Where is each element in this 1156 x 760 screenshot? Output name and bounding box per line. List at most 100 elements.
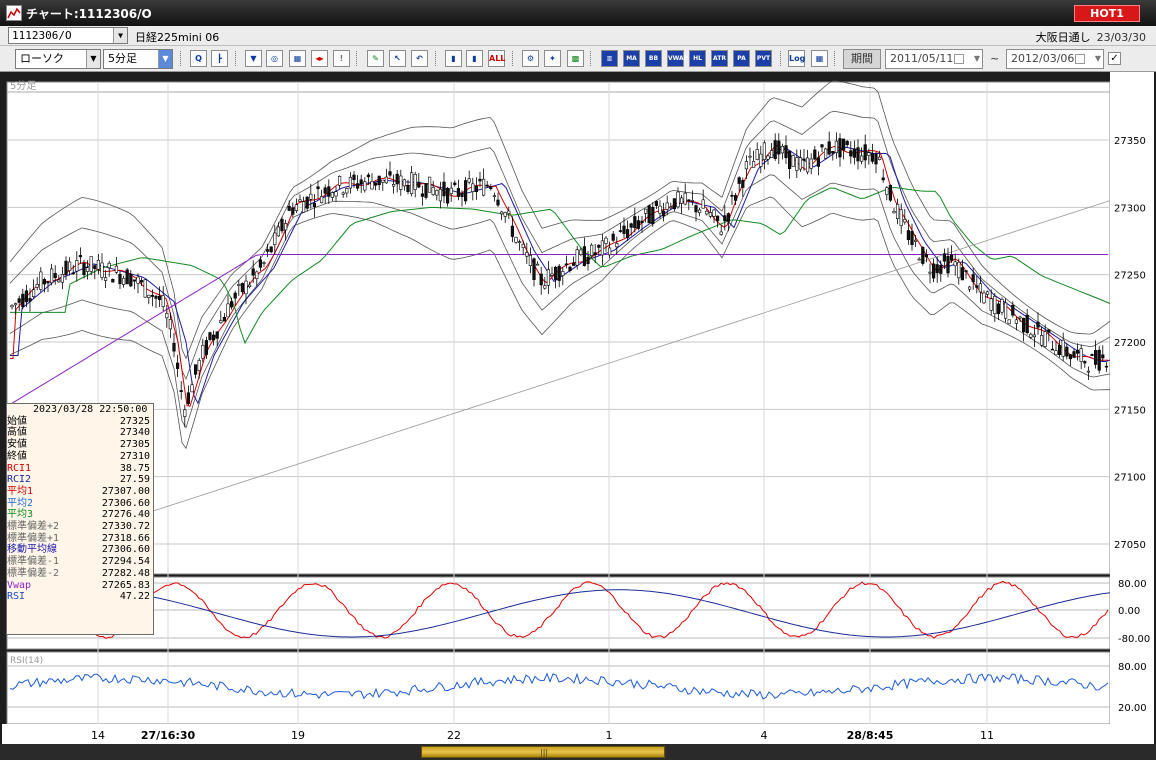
calendar-icon[interactable] (1075, 54, 1085, 64)
candle-body (759, 153, 763, 167)
candle-body (1050, 348, 1054, 351)
scrollbar-thumb[interactable]: ||| (421, 746, 665, 758)
indicator-button-3[interactable]: VWAP (667, 50, 688, 67)
candle-body (301, 201, 306, 213)
chevron-down-icon[interactable]: ▼ (113, 28, 127, 43)
average3-line (10, 186, 1111, 345)
candle-body (265, 249, 270, 252)
info-row-label: 安値 (7, 439, 27, 451)
date-to-field[interactable]: 2012/03/06 ▼ (1006, 49, 1104, 69)
candle-body (946, 255, 950, 274)
grid-tool[interactable]: ┣ (211, 50, 228, 67)
info-row: 移動平均線 27306.60 (7, 544, 153, 556)
candle-body (492, 195, 497, 197)
candle-body (327, 186, 331, 197)
candle-body (456, 188, 461, 197)
candle-body (255, 271, 259, 279)
chevron-down-icon[interactable]: ▼ (973, 54, 980, 63)
band-minus2 (9, 196, 1110, 450)
calendar-icon[interactable] (954, 54, 964, 64)
candle-body (431, 187, 435, 195)
price-chart[interactable]: 27350 27300 27250 27200 27150 27100 27050 5分足 RC… (2, 72, 1154, 744)
info-row-label: 終値 (7, 450, 27, 462)
timeframe-select[interactable]: 5分足 ▼ (103, 49, 173, 69)
candle-tool[interactable]: ▮ (445, 50, 462, 67)
indicator-button-7[interactable]: PVT (755, 50, 772, 67)
info-row-value: 27307.00 (101, 485, 150, 497)
chevron-down-icon[interactable]: ▼ (158, 50, 172, 68)
time-tick-label: 11 (980, 729, 994, 742)
candle-body (899, 209, 903, 226)
candle-body (363, 181, 367, 191)
log-button[interactable]: Log (788, 50, 805, 67)
period-button[interactable]: 期間 (843, 49, 881, 69)
candle-body (852, 148, 856, 158)
market-name: 大阪日通し (1035, 31, 1091, 44)
undo-tool[interactable]: ↶ (411, 50, 428, 67)
candle-body (111, 279, 115, 283)
indicator-button-5[interactable]: ATR (711, 50, 728, 67)
candle-body (586, 256, 590, 265)
symbol-name: 日経225mini 06 (135, 31, 220, 44)
period-checkbox[interactable]: ✓ (1108, 52, 1121, 65)
candle-body (964, 270, 968, 273)
magnifier-tool[interactable]: ◎ (266, 50, 283, 67)
candle-body (633, 216, 637, 229)
zoom-tool[interactable]: Q (190, 50, 207, 67)
indicator-button-6[interactable]: PA (733, 50, 750, 67)
arrow-tool[interactable]: ◂▸ (311, 50, 328, 67)
candle-body (143, 279, 147, 298)
chevron-down-icon[interactable]: ▼ (86, 50, 100, 68)
chart-tool[interactable]: ▦ (289, 50, 306, 67)
candle-body (460, 193, 464, 197)
info-row: RSI 47.22 (7, 591, 153, 603)
candle-body (208, 332, 212, 340)
candle-body (867, 152, 871, 156)
candle-body (827, 141, 831, 155)
candle-body (798, 157, 802, 170)
chart-type-select[interactable]: ローソク ▼ (15, 49, 101, 69)
chart-area[interactable]: 27350 27300 27250 27200 27150 27100 27050 5分足 RC… (2, 72, 1154, 744)
candle-body (615, 243, 619, 248)
candle-body (762, 142, 766, 160)
title-bar: チャート:1112306/O HOT1 (0, 0, 1156, 26)
indicator-button-2[interactable]: BB (645, 50, 662, 67)
indicator-button-0[interactable]: ▥ (601, 50, 618, 67)
candle-body (823, 148, 828, 159)
chevron-down-icon[interactable]: ▼ (1094, 54, 1101, 63)
candle-body (1018, 316, 1022, 319)
indicator-button-1[interactable]: MA (623, 50, 640, 67)
info-row: 安値 27305 (7, 439, 153, 451)
all-tool[interactable]: ALL (488, 50, 505, 67)
candle-body (359, 179, 363, 184)
hot1-button[interactable]: HOT1 (1074, 5, 1140, 22)
palette-tool[interactable]: ▩ (567, 50, 584, 67)
candle2-tool[interactable]: ▮ (466, 50, 483, 67)
candle-body (589, 244, 594, 256)
layout-button[interactable]: ▦ (811, 50, 828, 67)
symbol-select[interactable]: 1112306/O ▼ (8, 27, 128, 44)
indicator-button-4[interactable]: HL (689, 50, 706, 67)
candle-body (114, 265, 118, 273)
candle-body (1065, 346, 1069, 357)
candle-body (24, 290, 29, 303)
candle-body (539, 273, 543, 286)
candles (10, 131, 1108, 428)
info-row-value: 27340 (119, 427, 150, 439)
candle-body (618, 230, 622, 232)
candle-body (881, 177, 885, 181)
pen-tool[interactable]: ✎ (367, 50, 384, 67)
candle-body (212, 334, 216, 341)
candle-body (730, 194, 734, 197)
candle-body (546, 269, 550, 286)
info-tool[interactable]: ! (333, 50, 350, 67)
horizontal-scrollbar[interactable]: ||| (0, 744, 1156, 760)
cursor-tool[interactable]: ↖ (389, 50, 406, 67)
toolbar-separator (512, 51, 514, 66)
date-from-field[interactable]: 2011/05/11 ▼ (885, 49, 983, 69)
wrench-tool[interactable]: ✦ (544, 50, 561, 67)
settings-tool[interactable]: ⚙ (522, 50, 539, 67)
candle-body (294, 204, 299, 211)
pointer-tool[interactable]: ▼ (245, 50, 262, 67)
candle-body (233, 292, 237, 299)
